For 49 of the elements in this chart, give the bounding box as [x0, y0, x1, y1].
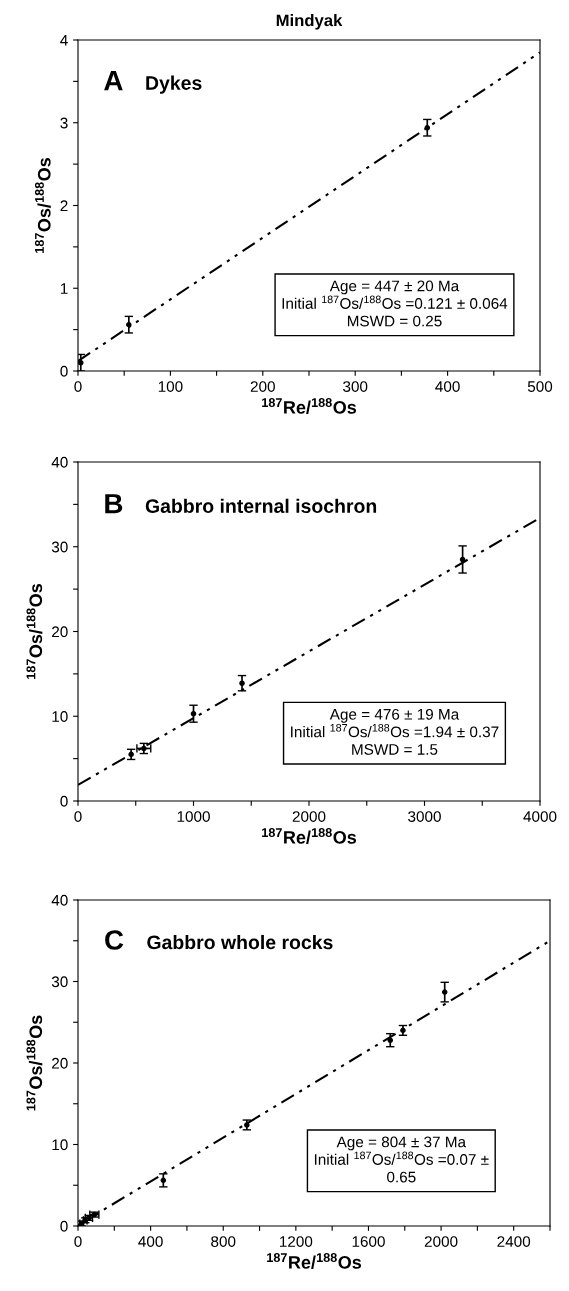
y-tick-label: 30 — [51, 976, 68, 988]
x-tick-label: 0 — [74, 811, 82, 822]
y-tick-label: 40 — [51, 456, 68, 468]
x-tick-label: 2000 — [424, 1236, 458, 1247]
x-tick-label: 0 — [74, 1236, 82, 1247]
annotation: B — [105, 494, 123, 514]
annotation: C — [105, 930, 124, 950]
x-tick-label: 2000 — [292, 811, 326, 822]
x-tick-label: 4000 — [523, 811, 557, 822]
x-tick-label: 0 — [74, 381, 82, 392]
x-tick-label: 500 — [527, 381, 553, 392]
y-axis-title: $^{187}$Os/$^{188}$Os — [34, 157, 51, 253]
y-tick-label: 10 — [52, 1139, 68, 1151]
y-tick-label: 30 — [51, 541, 68, 553]
y-tick-label: 20 — [52, 626, 68, 638]
annotation: Dykes — [146, 75, 202, 94]
annotation: A — [104, 71, 123, 91]
y-axis-title: $^{187}$Os/$^{188}$Os — [26, 583, 43, 679]
x-tick-label: 1600 — [352, 1236, 385, 1247]
annotation: Age = 804 ± 37 Ma Initial $^{187}$Os/$^{188}$Os =0.07 ± 0.65 — [314, 1136, 489, 1183]
y-tick-label: 20 — [52, 1057, 68, 1069]
y-tick-label: 1 — [60, 283, 68, 294]
x-tick-label: 400 — [138, 1236, 163, 1247]
annotation: Age = 476 ± 19 Ma Initial $^{187}$Os/$^{188}$Os =1.94 ± 0.37 MSWD = 1.5 — [291, 708, 499, 755]
annotation: Gabbro whole rocks — [147, 934, 333, 950]
y-tick-label: 0 — [60, 365, 68, 377]
x-tick-label: 800 — [211, 1236, 236, 1247]
x-tick-label: 400 — [435, 381, 460, 392]
y-tick-label: 2 — [60, 200, 68, 212]
y-tick-label: 0 — [60, 1220, 68, 1232]
y-axis-title: $^{187}$Os/$^{188}$Os — [26, 1015, 43, 1111]
x-tick-label: 200 — [250, 381, 275, 392]
y-tick-label: 0 — [60, 795, 68, 807]
y-tick-label: 40 — [51, 894, 68, 906]
x-tick-label: 1200 — [280, 1236, 313, 1247]
x-axis-title: $^{187}$Re/$^{188}$Os — [262, 828, 357, 844]
y-tick-label: 3 — [60, 117, 68, 129]
y-tick-label: 10 — [52, 711, 68, 722]
x-tick-label: 2400 — [497, 1236, 531, 1247]
x-tick-label: 3000 — [408, 811, 441, 822]
chart-title: Mindyak — [276, 14, 343, 30]
x-tick-label: 300 — [343, 381, 368, 392]
x-tick-label: 1000 — [177, 811, 210, 822]
annotation: Gabbro internal isochron — [145, 498, 377, 513]
x-axis-title: $^{187}$Re/$^{188}$Os — [262, 398, 357, 414]
x-axis-title: $^{187}$Re/$^{188}$Os — [267, 1253, 362, 1269]
annotation: Age = 447 ± 20 Ma Initial $^{187}$Os/$^{188}$Os =0.121 ± 0.064 MSWD = 0.25 — [282, 280, 508, 327]
x-tick-label: 100 — [158, 381, 183, 392]
y-tick-label: 4 — [60, 35, 68, 46]
